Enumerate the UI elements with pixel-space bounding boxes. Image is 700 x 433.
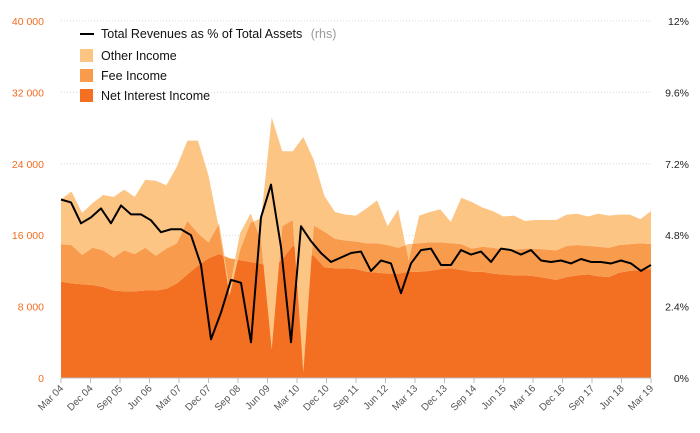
x-axis-tick-label: Sep 11 (331, 383, 361, 413)
right-axis-tick-label: 2.4% (665, 302, 689, 314)
right-axis-tick-label: 4.8% (665, 230, 689, 242)
legend-nii-label: Net Interest Income (101, 89, 210, 103)
x-axis-tick-label: Dec 07 (183, 383, 213, 413)
x-axis-tick-label: Jun 06 (126, 383, 155, 412)
legend-fee-swatch (80, 69, 93, 82)
x-axis-tick-label: Sep 05 (95, 383, 125, 413)
x-axis-tick-label: Dec 13 (419, 383, 449, 413)
x-axis-tick-label: Jun 12 (362, 383, 391, 412)
legend-nii-swatch (80, 89, 93, 102)
x-axis-tick-label: Sep 08 (213, 383, 243, 413)
revenue-ratio-line-group (60, 183, 652, 344)
x-axis-tick-label: Mar 13 (390, 383, 420, 413)
x-axis-tick-label: Sep 17 (567, 383, 597, 413)
x-axis-tick-label: Dec 10 (301, 383, 331, 413)
left-axis-tick-label: 8 000 (18, 302, 44, 314)
legend-other-label: Other Income (101, 49, 177, 63)
x-axis-tick-label: Mar 10 (272, 383, 302, 413)
x-axis-tick-label: Jun 09 (244, 383, 273, 412)
x-axis-tick-label: Jun 18 (598, 383, 627, 412)
left-axis-tick-label: 24 000 (12, 159, 44, 171)
x-axis-tick-label: Jun 15 (480, 383, 509, 412)
right-axis-tick-label: 7.2% (665, 159, 689, 171)
x-axis-tick-label: Mar 04 (36, 383, 66, 413)
x-axis-tick-label: Mar 16 (508, 383, 538, 413)
area-net-interest-income (61, 245, 651, 378)
revenue-ratio-line (60, 183, 652, 344)
legend-line-note: (rhs) (311, 27, 337, 41)
legend: Total Revenues as % of Total Assets (rhs… (80, 25, 336, 103)
right-axis-tick-label: 0% (674, 373, 689, 385)
right-axis-tick-label: 12% (668, 16, 689, 28)
area-fee-income (61, 213, 651, 373)
left-axis-tick-label: 40 000 (12, 16, 44, 28)
legend-fee-label: Fee Income (101, 69, 167, 83)
legend-line-label: Total Revenues as % of Total Assets (101, 27, 302, 41)
legend-line-entry: Total Revenues as % of Total Assets (rhs… (101, 25, 336, 42)
left-axis-tick-label: 0 (38, 373, 44, 385)
stacked-areas (61, 117, 651, 378)
left-axis-tick-label: 16 000 (12, 230, 44, 242)
x-axis-tick-label: Sep 14 (449, 383, 479, 413)
right-axis-tick-label: 9.6% (665, 87, 689, 99)
legend-other-swatch (80, 49, 93, 62)
area-other-income (61, 117, 651, 373)
x-axis-tick-label: Dec 16 (537, 383, 567, 413)
x-axis-tick-label: Dec 04 (65, 383, 95, 413)
x-axis-tick-label: Mar 19 (626, 383, 656, 413)
x-axis-tick-label: Mar 07 (154, 383, 184, 413)
left-axis-tick-label: 32 000 (12, 87, 44, 99)
